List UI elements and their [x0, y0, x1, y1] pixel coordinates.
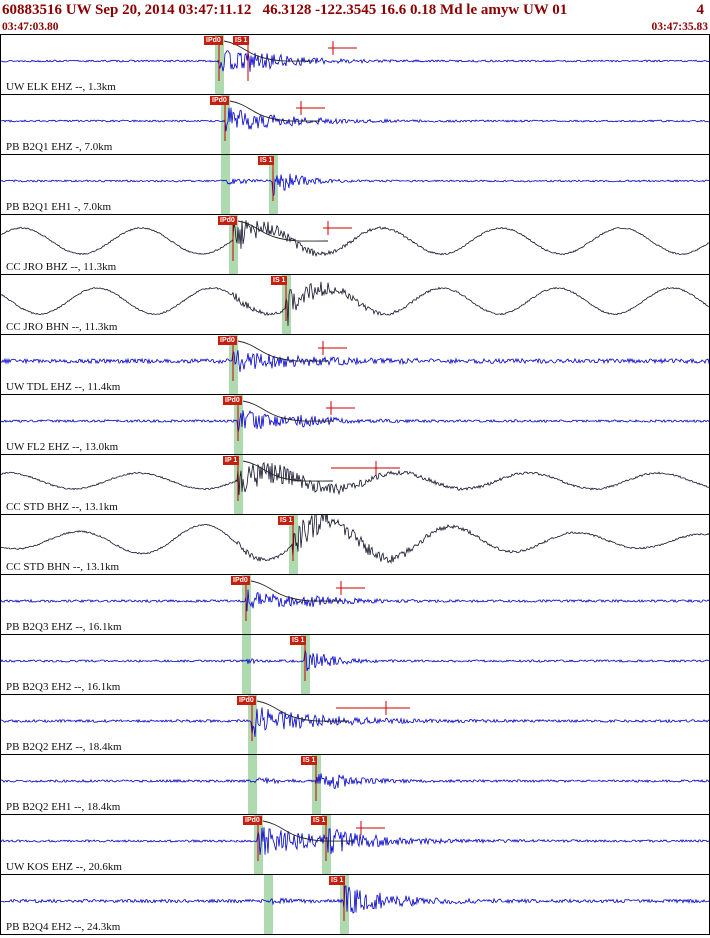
phase-pick-flag[interactable]: IS 1 [329, 876, 346, 885]
trace-label: PB B2Q3 EHZ --, 16.1km [6, 621, 122, 633]
waveform[interactable] [1, 695, 709, 755]
coda-decay-curve [237, 220, 329, 242]
trace-label: CC STD BHN --, 13.1km [6, 561, 120, 573]
pick-highlight-bar [242, 635, 251, 694]
phase-pick-flag[interactable]: IPd0 [223, 396, 242, 405]
trace-row[interactable]: IS 1 CC STD BHN --, 13.1km [1, 515, 709, 575]
pick-highlight-bar [248, 755, 257, 814]
coda-decay-curve [237, 340, 329, 362]
phase-pick-flag[interactable]: IS 1 [278, 516, 295, 525]
trace-row[interactable]: IS 1 CC JRO BHN --, 11.3km [1, 275, 709, 335]
coda-decay-curve [223, 40, 315, 62]
phase-pick-flag[interactable]: IPd0 [218, 216, 237, 225]
trace-row[interactable]: IS 1 PB B2Q3 EH2 --, 16.1km [1, 635, 709, 695]
phase-pick-flag[interactable]: IS 1 [301, 756, 318, 765]
phase-pick-flag[interactable]: IS 1 [258, 156, 275, 165]
trace-label: PB B2Q2 EH1 --, 18.4km [6, 801, 121, 813]
phase-pick-flag[interactable]: IPd0 [243, 816, 262, 825]
coda-decay-curve [262, 820, 354, 842]
trace-label: UW KOS EHZ --, 20.6km [6, 861, 122, 873]
trace-label: PB B2Q4 EH2 --, 24.3km [6, 921, 121, 933]
trace-label: CC JRO BHZ --, 11.3km [6, 261, 117, 273]
trace-row[interactable]: IPd0 IS 1 UW ELK EHZ --, 1.3km [1, 35, 709, 95]
coda-decay-curve [242, 400, 334, 422]
waveform[interactable] [1, 575, 709, 635]
phase-pick-flag[interactable]: IPd0 [237, 696, 256, 705]
trace-label: PB B2Q1 EHZ -, 7.0km [6, 141, 113, 153]
coda-decay-curve [256, 700, 348, 722]
trace-row[interactable]: IPd0 IS 1 UW KOS EHZ --, 20.6km [1, 815, 709, 875]
time-range: 03:47:03.80 03:47:35.83 [0, 20, 710, 34]
trace-row[interactable]: IS 1 PB B2Q2 EH1 --, 18.4km [1, 755, 709, 815]
trace-row[interactable]: IPd0 CC JRO BHZ --, 11.3km [1, 215, 709, 275]
phase-pick-flag[interactable]: IPd0 [218, 336, 237, 345]
trace-label: CC JRO BHN --, 11.3km [6, 321, 118, 333]
trace-row[interactable]: IS 1 PB B2Q4 EH2 --, 24.3km [1, 875, 709, 935]
event-summary: 60883516 UW Sep 20, 2014 03:47:11.12 46.… [2, 2, 568, 18]
trace-list: IPd0 IS 1 UW ELK EHZ --, 1.3km IPd0 PB B2Q1 … [0, 34, 710, 935]
event-header: 60883516 UW Sep 20, 2014 03:47:11.12 46.… [0, 0, 710, 20]
trace-label: UW FL2 EHZ --, 13.0km [6, 441, 119, 453]
phase-pick-flag[interactable]: IS 1 [311, 816, 328, 825]
trace-row[interactable]: IS 1 PB B2Q1 EH1 -, 7.0km [1, 155, 709, 215]
trace-label: PB B2Q1 EH1 -, 7.0km [6, 201, 112, 213]
phase-pick-flag[interactable]: IPd0 [204, 36, 223, 45]
coda-decay-curve [229, 100, 321, 122]
trace-row[interactable]: IPd0 PB B2Q1 EHZ -, 7.0km [1, 95, 709, 155]
phase-pick-flag[interactable]: IS 1 [290, 636, 307, 645]
phase-pick-flag[interactable]: IP 1 [223, 456, 240, 465]
phase-pick-flag[interactable]: IS 1 [233, 36, 250, 45]
trace-row[interactable]: IP 1 CC STD BHZ --, 13.1km [1, 455, 709, 515]
window-end-time: 03:47:35.83 [651, 21, 708, 33]
trace-row[interactable]: IPd0 UW FL2 EHZ --, 13.0km [1, 395, 709, 455]
pick-highlight-bar [264, 875, 273, 934]
trace-label: PB B2Q2 EHZ --, 18.4km [6, 741, 122, 753]
phase-pick-flag[interactable]: IS 1 [271, 276, 288, 285]
trace-row[interactable]: IPd0 PB B2Q3 EHZ --, 16.1km [1, 575, 709, 635]
trace-label: PB B2Q3 EH2 --, 16.1km [6, 681, 121, 693]
pick-highlight-bar [221, 155, 230, 214]
trace-label: UW ELK EHZ --, 1.3km [6, 81, 116, 93]
page-indicator: 4 [696, 2, 705, 18]
phase-pick-flag[interactable]: IPd0 [231, 576, 250, 585]
trace-row[interactable]: IPd0 UW TDL EHZ --, 11.4km [1, 335, 709, 395]
phase-pick-flag[interactable]: IPd0 [210, 96, 229, 105]
waveform[interactable] [1, 35, 709, 95]
waveform[interactable] [1, 455, 709, 515]
trace-label: CC STD BHZ --, 13.1km [6, 501, 118, 513]
window-start-time: 03:47:03.80 [2, 21, 59, 33]
trace-row[interactable]: IPd0 PB B2Q2 EHZ --, 18.4km [1, 695, 709, 755]
coda-decay-curve [242, 460, 334, 482]
trace-label: UW TDL EHZ --, 11.4km [6, 381, 121, 393]
coda-decay-curve [250, 580, 342, 602]
waveform[interactable] [1, 95, 709, 155]
